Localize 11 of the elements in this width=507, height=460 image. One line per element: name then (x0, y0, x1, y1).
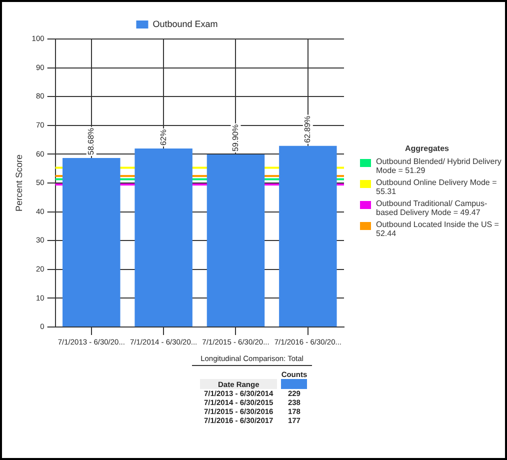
legend-label: Outbound Traditional/ Campus-based Delivery Mode = 49.47 (376, 199, 488, 217)
legend-label: Outbound Online Delivery Mode = 55.31 (376, 178, 498, 196)
data-label: 58.68% (86, 128, 96, 155)
legend-label: Outbound Blended/ Hybrid Delivery Mode = 51.29 (376, 157, 502, 175)
data-label: 62.89% (303, 116, 312, 143)
data-label: 62% (158, 129, 168, 146)
legend-label: Outbound Located Inside the US = 52.44 (376, 220, 500, 238)
data-label: 59.90% (230, 124, 240, 152)
y-axis-title: Percent Score (14, 154, 24, 212)
legend-title: Aggregates (404, 144, 450, 153)
legend-label: Outbound Exam (152, 18, 218, 29)
